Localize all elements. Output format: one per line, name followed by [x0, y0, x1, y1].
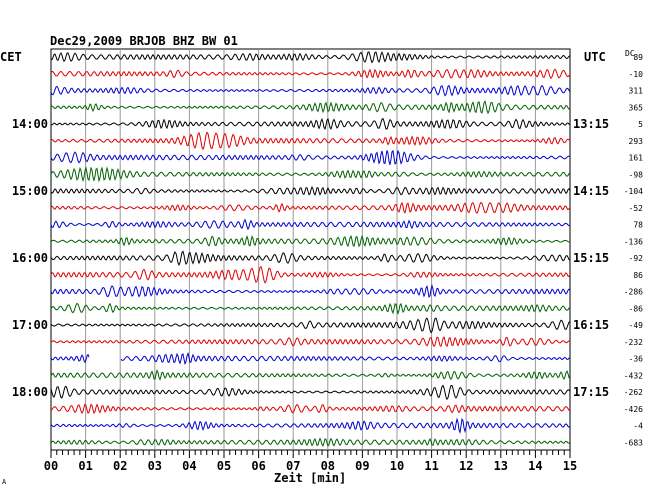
offset-value-1: 89	[633, 53, 643, 62]
trace-13	[50, 250, 571, 267]
trace-8	[50, 166, 571, 183]
x-tick-label: 09	[355, 459, 369, 473]
x-tick-label: 00	[44, 459, 58, 473]
trace-2	[50, 68, 571, 80]
cet-time-label: 15:00	[12, 184, 48, 198]
trace-22	[50, 403, 571, 415]
utc-time-label: 13:15	[573, 117, 609, 131]
offset-value-22: -426	[624, 405, 643, 414]
cet-time-label: 16:00	[12, 251, 48, 265]
offset-value-13: -92	[629, 254, 644, 263]
trace-17	[50, 317, 571, 334]
offset-value-19: -36	[629, 355, 644, 364]
x-tick-label: 01	[78, 459, 92, 473]
offset-value-20: -432	[624, 371, 643, 380]
x-tick-label: 10	[390, 459, 404, 473]
trace-20	[50, 369, 571, 381]
utc-time-label: 16:15	[573, 318, 609, 332]
offset-value-2: -10	[629, 70, 644, 79]
cet-time-label: 14:00	[12, 117, 48, 131]
offset-value-21: -262	[624, 388, 643, 397]
cet-axis-label: CET	[0, 50, 22, 64]
trace-4	[50, 100, 571, 115]
trace-18	[50, 336, 571, 348]
trace-7	[50, 149, 571, 165]
x-axis-label: Zeit [min]	[274, 471, 347, 485]
offset-value-5: 5	[638, 120, 643, 129]
trace-21	[50, 384, 571, 401]
trace-11	[50, 218, 571, 231]
x-tick-label: 03	[148, 459, 162, 473]
trace-3	[50, 84, 571, 97]
offset-value-12: -136	[624, 237, 643, 246]
trace-19	[50, 351, 571, 366]
trace-10	[50, 201, 571, 214]
offset-value-4: 365	[629, 103, 644, 112]
offset-value-9: -104	[624, 187, 643, 196]
plot-frame	[50, 48, 571, 451]
chart-title: Dec29,2009 BRJOB BHZ BW 01	[50, 34, 238, 48]
offset-value-17: -49	[629, 321, 644, 330]
x-tick-label: 04	[182, 459, 196, 473]
offset-value-14: 86	[633, 271, 643, 280]
x-tick-label: 12	[459, 459, 473, 473]
utc-axis-label: UTC	[584, 50, 606, 64]
offset-value-24: -683	[624, 438, 643, 447]
trace-23	[50, 417, 571, 435]
offset-value-10: -52	[629, 204, 644, 213]
x-tick-label: 07	[286, 459, 300, 473]
trace-14	[50, 265, 571, 284]
utc-time-label: 14:15	[573, 184, 609, 198]
trace-9	[50, 185, 571, 196]
cet-time-label: 17:00	[12, 318, 48, 332]
x-tick-label: 14	[528, 459, 542, 473]
trace-15	[50, 283, 571, 298]
offset-value-16: -86	[629, 304, 644, 313]
trace-12	[50, 234, 571, 248]
dc-offset-label: DC	[625, 49, 635, 58]
x-tick-label: 06	[251, 459, 265, 473]
x-tick-label: 15	[563, 459, 577, 473]
cet-time-label: 18:00	[12, 385, 48, 399]
trace-24	[50, 437, 571, 447]
x-tick-label: 11	[424, 459, 438, 473]
trace-1	[50, 51, 571, 64]
trace-5	[50, 117, 571, 131]
offset-value-7: 161	[629, 154, 644, 163]
x-tick-label: 05	[217, 459, 231, 473]
x-tick-label: 08	[321, 459, 335, 473]
utc-time-label: 15:15	[573, 251, 609, 265]
offset-value-3: 311	[629, 87, 644, 96]
corner-mark: A	[2, 478, 7, 486]
offset-value-18: -232	[624, 338, 643, 347]
trace-6	[50, 131, 571, 151]
offset-value-11: 78	[633, 221, 643, 230]
offset-value-8: -98	[629, 170, 644, 179]
utc-time-label: 17:15	[573, 385, 609, 399]
offset-value-15: -286	[624, 288, 643, 297]
x-tick-label: 13	[494, 459, 508, 473]
x-tick-label: 02	[113, 459, 127, 473]
offset-value-23: -4	[633, 422, 643, 431]
offset-value-6: 293	[629, 137, 644, 146]
trace-16	[50, 302, 571, 315]
